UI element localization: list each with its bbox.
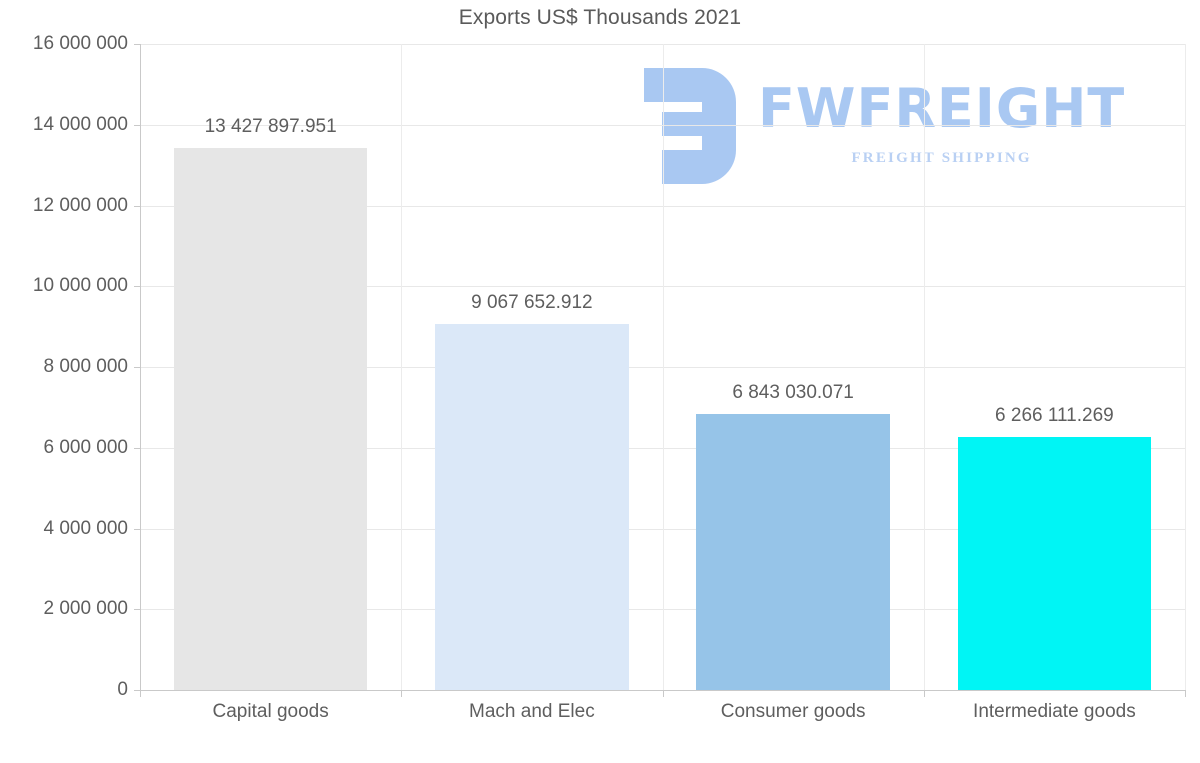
bar[interactable] (435, 323, 629, 690)
chart-title: Exports US$ Thousands 2021 (458, 6, 742, 29)
y-axis-tick-mark (134, 205, 141, 207)
y-axis-tick-label: 12 000 000 (32, 194, 128, 216)
y-axis-tick-mark (134, 44, 141, 45)
y-axis-tick-label: 8 000 000 (43, 356, 128, 377)
gridline-vertical (401, 44, 403, 690)
bar-value-label: 13 427 897.951 (204, 115, 337, 137)
y-axis-tick-mark (134, 124, 141, 126)
x-axis-tick-mark (1185, 690, 1186, 697)
y-axis-tick-mark (134, 447, 141, 449)
bar[interactable] (173, 147, 368, 690)
bar-value-label: 6 266 111.269 (995, 405, 1114, 426)
bar[interactable] (696, 413, 890, 690)
y-axis-tick-label: 10 000 000 (32, 275, 128, 297)
y-axis-tick-label: 16 000 000 (32, 33, 128, 54)
x-axis-tick-label: Capital goods (212, 701, 329, 722)
y-axis-tick-label: 4 000 000 (43, 517, 128, 539)
y-axis-tick-label: 2 000 000 (43, 598, 128, 620)
y-axis-tick-mark (134, 367, 141, 368)
x-axis-tick-label: Consumer goods (720, 701, 866, 722)
bar-value-label: 6 843 030.071 (732, 381, 854, 403)
x-axis-tick-mark (401, 690, 403, 697)
x-axis-tick-label: Mach and Elec (469, 701, 595, 722)
y-axis-tick-mark (134, 609, 141, 611)
y-axis-tick-label: 0 (117, 679, 128, 700)
bar[interactable] (957, 437, 1152, 690)
gridline-vertical (923, 44, 925, 690)
y-axis-tick-label: 6 000 000 (43, 436, 128, 458)
x-axis-tick-mark (140, 690, 141, 697)
y-axis-tick-label: 14 000 000 (32, 113, 128, 135)
x-axis-tick-mark (923, 690, 925, 697)
x-axis-tick-mark (662, 690, 664, 697)
y-axis-tick-mark (134, 286, 141, 288)
gridline-vertical (1185, 44, 1186, 690)
y-axis-tick-mark (134, 690, 141, 691)
bar-value-label: 9 067 652.912 (471, 291, 593, 313)
y-axis-tick-mark (134, 528, 141, 530)
plot-area: 13 427 897.951 9 067 652.912 6 843 030.071… (140, 44, 1186, 691)
x-axis-tick-label: Intermediate goods (973, 701, 1136, 722)
gridline-vertical (662, 44, 664, 690)
